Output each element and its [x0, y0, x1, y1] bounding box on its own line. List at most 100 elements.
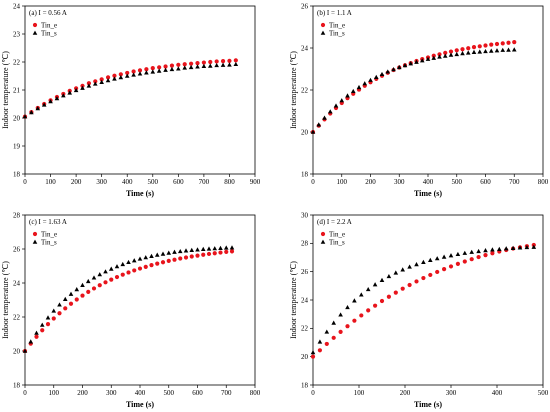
data-point-triangle — [223, 245, 229, 250]
data-point-circle — [214, 59, 219, 64]
data-point-triangle — [108, 266, 114, 271]
data-point-triangle — [517, 245, 523, 250]
data-point-circle — [114, 274, 120, 280]
data-point-triangle — [400, 267, 405, 272]
data-point-triangle — [92, 81, 98, 86]
y-axis-label: Indoor temperature (℃) — [289, 261, 298, 339]
data-point-triangle — [442, 53, 448, 58]
series-tin-e — [22, 249, 235, 354]
y-tick-label: 26 — [301, 2, 309, 10]
data-point-circle — [137, 266, 143, 271]
data-point-circle — [490, 251, 495, 256]
data-point-triangle — [45, 315, 51, 320]
data-point-circle — [466, 46, 471, 51]
data-point-circle — [189, 61, 194, 66]
data-point-triangle — [182, 65, 188, 70]
y-tick-label: 20 — [13, 347, 21, 355]
data-point-circle — [448, 49, 454, 54]
legend-marker-triangle — [32, 239, 38, 244]
data-point-triangle — [51, 308, 57, 313]
y-axis-label: Indoor temperature (℃) — [1, 51, 10, 129]
data-point-circle — [400, 286, 405, 291]
data-point-triangle — [166, 250, 172, 255]
data-point-triangle — [434, 256, 440, 261]
data-point-circle — [471, 45, 477, 50]
data-point-triangle — [362, 81, 368, 86]
data-point-triangle — [144, 70, 149, 75]
series-tin-s — [22, 245, 235, 353]
x-tick-label: 0 — [23, 178, 27, 186]
data-point-triangle — [317, 339, 323, 344]
x-tick-label: 0 — [311, 178, 315, 186]
data-point-circle — [227, 58, 232, 63]
data-point-triangle — [73, 87, 79, 93]
data-point-triangle — [431, 55, 437, 60]
data-point-triangle — [29, 110, 34, 115]
data-point-triangle — [177, 248, 183, 254]
panel-title: (b) I = 1.1 A — [317, 9, 352, 17]
data-point-triangle — [331, 320, 336, 325]
x-tick-label: 200 — [71, 178, 82, 186]
data-point-circle — [149, 263, 154, 268]
data-point-circle — [99, 77, 104, 82]
x-tick-label: 400 — [492, 389, 503, 397]
data-point-circle — [103, 280, 108, 285]
data-point-triangle — [414, 262, 419, 267]
y-tick-label: 20 — [301, 128, 309, 136]
data-point-circle — [163, 64, 168, 69]
data-point-triangle — [359, 292, 364, 297]
data-point-triangle — [35, 106, 41, 111]
data-point-circle — [132, 268, 137, 273]
plot-frame — [24, 5, 256, 175]
y-tick-label: 28 — [13, 211, 21, 219]
legend-label: Tin_s — [41, 238, 57, 246]
chart-panel-1: 0 100 200 300 400 500 600 700 800 900 18 19 20 21 22 23… — [1, 2, 261, 198]
y-tick-label: 18 — [13, 381, 21, 389]
data-point-circle — [448, 264, 454, 269]
data-point-triangle — [218, 245, 223, 250]
data-point-triangle — [333, 103, 339, 108]
data-point-circle — [93, 79, 98, 84]
data-point-triangle — [497, 246, 502, 251]
data-point-circle — [80, 293, 85, 298]
data-point-triangle — [120, 261, 126, 267]
data-point-triangle — [97, 272, 103, 277]
data-point-circle — [206, 251, 212, 257]
data-point-triangle — [324, 329, 330, 334]
data-point-circle — [359, 313, 364, 318]
data-point-circle — [407, 282, 412, 288]
data-point-circle — [477, 44, 482, 49]
data-point-circle — [512, 40, 517, 45]
data-point-circle — [352, 318, 357, 323]
data-point-triangle — [212, 246, 218, 251]
x-axis-label: Time (s) — [414, 189, 442, 198]
x-tick-label: 0 — [23, 389, 27, 397]
data-point-triangle — [39, 322, 45, 327]
data-point-circle — [172, 257, 177, 262]
legend-marker-triangle — [32, 30, 38, 35]
data-point-circle — [469, 257, 474, 262]
data-point-triangle — [368, 77, 373, 82]
data-point-circle — [120, 272, 125, 277]
data-point-triangle — [183, 248, 189, 253]
y-tick-label: 24 — [301, 44, 309, 52]
data-point-triangle — [350, 88, 356, 94]
data-point-triangle — [462, 250, 468, 255]
y-tick-label: 18 — [301, 170, 309, 178]
x-tick-label: 100 — [354, 389, 365, 397]
data-point-circle — [166, 258, 171, 263]
data-point-triangle — [391, 67, 396, 72]
data-point-triangle — [483, 48, 488, 54]
data-point-triangle — [28, 339, 34, 344]
x-tick-label: 300 — [394, 178, 405, 186]
x-tick-label: 900 — [250, 178, 261, 186]
data-point-triangle — [48, 99, 53, 104]
x-tick-label: 500 — [452, 178, 463, 186]
data-point-circle — [229, 249, 235, 254]
data-point-triangle — [149, 253, 154, 258]
data-point-triangle — [531, 244, 537, 249]
data-point-circle — [483, 252, 488, 258]
data-point-triangle — [112, 76, 117, 81]
data-point-triangle — [414, 59, 419, 64]
